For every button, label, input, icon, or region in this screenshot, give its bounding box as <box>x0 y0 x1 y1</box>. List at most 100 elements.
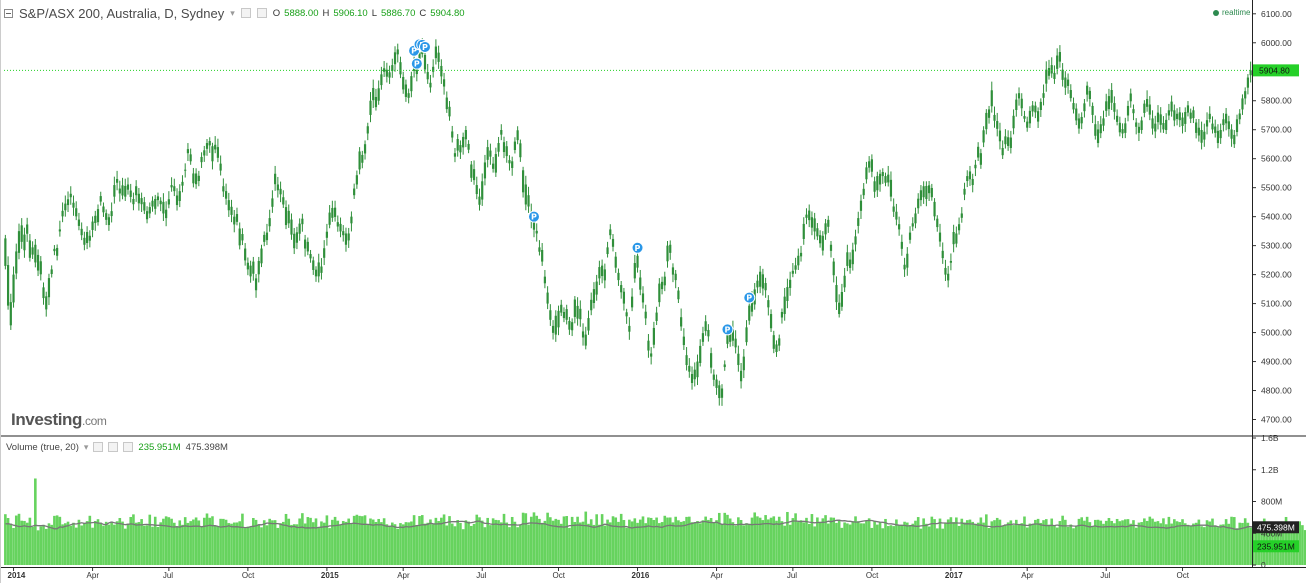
candle-body <box>320 266 323 273</box>
collapse-icon[interactable] <box>4 8 13 18</box>
volume-bar <box>1094 519 1097 565</box>
volume-bar <box>742 525 746 565</box>
volume-bar <box>431 524 435 565</box>
candle-body <box>985 112 988 130</box>
volume-bar <box>957 525 961 565</box>
candle-body <box>105 213 108 220</box>
candle-body <box>821 235 824 251</box>
volume-bar <box>246 526 250 565</box>
volume-bar <box>104 521 108 565</box>
candle-body <box>396 49 399 55</box>
volume-bar <box>83 523 86 565</box>
volume-bar <box>824 515 827 565</box>
candle-body <box>208 141 211 146</box>
candle-body <box>268 218 271 227</box>
candle-body <box>816 228 819 237</box>
volume-bar <box>314 518 318 565</box>
candle-body <box>115 178 119 183</box>
candle-body <box>1162 123 1165 130</box>
candle-body <box>15 251 18 274</box>
candle-body <box>731 329 735 341</box>
volume-bar <box>728 518 732 565</box>
volume-ma-line <box>5 519 1279 531</box>
symbol-title[interactable]: S&P/ASX 200, Australia, D, Sydney <box>19 5 225 21</box>
volume-bar <box>1213 525 1217 565</box>
volume-bar <box>9 523 13 565</box>
volume-bar <box>390 522 394 565</box>
volume-bar <box>995 517 999 565</box>
candle-body <box>660 281 664 290</box>
volume-bar <box>134 522 138 565</box>
candle-body <box>1080 116 1083 124</box>
volume-bar <box>758 517 762 565</box>
volume-bar <box>608 522 612 565</box>
candle-body <box>707 329 710 337</box>
close-icon[interactable] <box>256 8 267 18</box>
caret-down-icon[interactable]: ▾ <box>83 441 89 452</box>
candle-body <box>603 269 606 281</box>
candle-body <box>587 318 590 331</box>
volume-bar <box>851 521 855 565</box>
volume-bar <box>1241 522 1244 565</box>
volume-bar <box>1017 524 1021 565</box>
candle-body <box>620 285 623 293</box>
candle-body <box>710 353 713 368</box>
hide-icon[interactable] <box>123 442 134 452</box>
volume-bar <box>573 521 577 565</box>
candle-body <box>930 187 933 198</box>
candle-body <box>1026 121 1029 128</box>
volume-bar <box>867 518 871 565</box>
volume-bar <box>704 516 707 565</box>
volume-bar <box>306 517 310 565</box>
candle-body <box>140 198 143 205</box>
volume-bar <box>1203 527 1206 565</box>
volume-bar <box>167 517 171 565</box>
volume-bar <box>859 523 863 565</box>
volume-tick-label: 0 <box>1261 560 1266 570</box>
volume-bar <box>445 525 449 565</box>
volume-bar <box>1099 520 1103 565</box>
candle-body <box>1056 55 1059 69</box>
candle-body <box>742 356 745 371</box>
close-icon[interactable] <box>108 442 119 452</box>
candle-body <box>290 219 293 235</box>
volume-bar <box>543 520 547 565</box>
gear-icon[interactable] <box>93 442 104 452</box>
volume-bar <box>72 522 75 565</box>
caret-down-icon[interactable]: ▾ <box>230 7 235 18</box>
volume-pane[interactable] <box>4 478 1306 565</box>
volume-bar <box>1181 519 1184 565</box>
price-pane[interactable]: PPPPPPPPP <box>4 38 1252 406</box>
volume-bar <box>88 515 92 565</box>
candle-body <box>1151 118 1154 129</box>
volume-title[interactable]: Volume (true, 20) <box>6 441 79 453</box>
candle-body <box>173 186 176 192</box>
candle-body <box>189 154 192 162</box>
candle-body <box>799 252 803 257</box>
volume-bar <box>649 517 653 565</box>
candle-body <box>415 65 418 75</box>
volume-bar <box>505 522 509 565</box>
candle-body <box>380 74 383 86</box>
candle-body <box>680 317 683 327</box>
volume-bar <box>483 527 487 565</box>
volume-bar <box>1192 523 1195 565</box>
candle-body <box>889 179 893 197</box>
volume-bar <box>873 520 876 565</box>
volume-bar <box>1085 516 1089 565</box>
volume-bar <box>230 523 233 565</box>
gear-icon[interactable] <box>240 8 251 18</box>
volume-bar <box>660 522 664 565</box>
candle-body <box>418 52 421 62</box>
volume-bar <box>1014 519 1018 565</box>
volume-bar <box>638 519 642 565</box>
candle-body <box>1173 110 1176 121</box>
volume-bar <box>153 516 157 565</box>
candle-body <box>124 185 127 197</box>
candle-body <box>949 260 952 263</box>
candle-body <box>908 232 912 240</box>
volume-bar <box>148 514 152 565</box>
volume-bar <box>200 526 203 565</box>
candle-body <box>1094 124 1097 136</box>
